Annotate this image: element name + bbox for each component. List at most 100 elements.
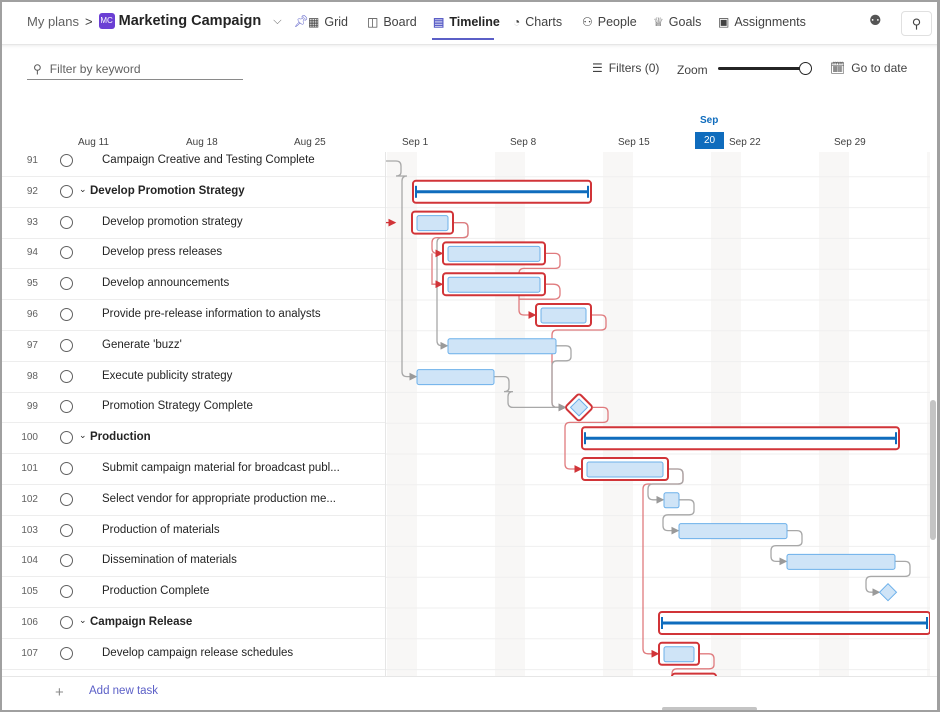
task-bar[interactable]: [447, 276, 541, 293]
tab-charts[interactable]: ◔ Charts: [513, 15, 562, 29]
plan-title[interactable]: Marketing Campaign: [118, 13, 262, 29]
task-row[interactable]: 103 Production of materials: [0, 516, 385, 547]
add-new-task-button[interactable]: Add new task: [89, 685, 159, 697]
chevron-down-icon[interactable]: ⌵: [273, 14, 282, 27]
task-bar[interactable]: [540, 307, 587, 324]
task-name[interactable]: Develop press releases: [102, 246, 223, 259]
dependency-link: [386, 160, 418, 381]
complete-checkbox[interactable]: [60, 646, 73, 660]
task-row[interactable]: 101 Submit campaign material for broadca…: [0, 454, 385, 485]
dependency-link: [519, 283, 561, 300]
task-number: 106: [21, 617, 38, 628]
task-row[interactable]: 94 Develop press releases: [0, 238, 385, 270]
complete-checkbox[interactable]: [60, 154, 73, 167]
task-bar[interactable]: [663, 646, 695, 663]
complete-checkbox[interactable]: [60, 462, 73, 475]
task-bar[interactable]: [586, 461, 664, 478]
tab-goals[interactable]: ♕ Goals: [653, 15, 701, 29]
task-name[interactable]: Campaign Creative and Testing Complete: [102, 154, 315, 166]
task-row[interactable]: 104 Dissemination of materials: [0, 546, 385, 578]
task-bar[interactable]: [416, 369, 495, 386]
task-name[interactable]: Provide pre-release information to analy…: [102, 308, 321, 320]
task-row[interactable]: 107 Develop campaign release schedules: [0, 639, 385, 670]
dependency-link: [647, 468, 684, 504]
tab-timeline[interactable]: ▤ Timeline: [433, 15, 500, 29]
group-members-icon[interactable]: ⚉: [869, 12, 882, 28]
complete-checkbox[interactable]: [60, 277, 73, 291]
task-row[interactable]: 96 Provide pre-release information to an…: [0, 300, 385, 331]
collapse-chevron-icon[interactable]: ⌄: [79, 183, 87, 194]
board-icon: ◫: [367, 15, 379, 29]
task-name[interactable]: Production Complete: [102, 585, 210, 598]
complete-checkbox[interactable]: [60, 308, 73, 321]
task-row[interactable]: 102 Select vendor for appropriate produc…: [0, 485, 385, 516]
milestone-diamond[interactable]: [569, 398, 589, 417]
task-row[interactable]: 100 ⌄ Production: [0, 423, 385, 455]
task-row[interactable]: 106 ⌄ Campaign Release: [0, 608, 385, 639]
task-name[interactable]: Develop Promotion Strategy: [90, 184, 245, 197]
task-row[interactable]: 95 Develop announcements: [0, 269, 385, 301]
task-bar[interactable]: [416, 215, 449, 232]
tab-people[interactable]: ⚇ People: [582, 15, 637, 29]
complete-checkbox[interactable]: [60, 492, 73, 506]
complete-checkbox[interactable]: [60, 554, 73, 568]
filters-button[interactable]: ☰ Filters (0): [592, 61, 659, 75]
breadcrumb-my-plans[interactable]: My plans: [27, 13, 80, 29]
complete-checkbox[interactable]: [60, 431, 73, 445]
complete-checkbox[interactable]: [60, 616, 73, 629]
task-name[interactable]: Develop promotion strategy: [102, 215, 243, 228]
zoom-label: Zoom: [677, 63, 708, 77]
task-row[interactable]: 93 Develop promotion strategy: [0, 208, 385, 239]
complete-checkbox[interactable]: [60, 523, 73, 537]
zoom-slider[interactable]: [718, 67, 806, 70]
task-name[interactable]: Campaign Release: [90, 616, 193, 628]
complete-checkbox[interactable]: [60, 184, 73, 198]
collapse-chevron-icon[interactable]: ⌄: [79, 615, 87, 625]
plus-icon[interactable]: +: [55, 684, 64, 701]
task-number: 102: [21, 493, 38, 505]
task-name[interactable]: Promotion Strategy Complete: [102, 400, 253, 413]
pin-icon[interactable]: 📌︎: [293, 14, 309, 28]
task-name[interactable]: Production of materials: [102, 523, 220, 536]
tab-grid[interactable]: ▦ Grid: [308, 15, 348, 29]
complete-checkbox[interactable]: [60, 338, 73, 352]
task-name[interactable]: Dissemination of materials: [102, 554, 237, 567]
complete-checkbox[interactable]: [60, 585, 73, 599]
task-row[interactable]: 98 Execute publicity strategy: [0, 362, 385, 393]
task-bar[interactable]: [447, 338, 557, 355]
task-name[interactable]: Select vendor for appropriate production…: [102, 492, 336, 505]
horizontal-scrollbar[interactable]: [662, 707, 757, 711]
task-name[interactable]: Develop campaign release schedules: [102, 646, 294, 659]
complete-checkbox[interactable]: [60, 369, 73, 383]
task-row[interactable]: 105 Production Complete: [0, 577, 385, 609]
task-name[interactable]: Execute publicity strategy: [102, 369, 233, 382]
task-bar[interactable]: [678, 523, 788, 540]
tab-assignments[interactable]: ▣ Assignments: [718, 15, 806, 29]
share-plan-button[interactable]: ⚲: [901, 11, 932, 36]
complete-checkbox[interactable]: [60, 246, 73, 260]
filter-keyword-input[interactable]: ⚲ Filter by keyword: [27, 58, 243, 80]
task-bar[interactable]: [663, 492, 680, 509]
tab-board[interactable]: ◫ Board: [367, 15, 417, 29]
vertical-scrollbar[interactable]: [930, 400, 936, 540]
task-name[interactable]: Develop announcements: [102, 277, 230, 290]
zoom-slider-handle[interactable]: [799, 62, 812, 75]
task-row[interactable]: 97 Generate 'buzz': [0, 331, 385, 362]
collapse-chevron-icon[interactable]: ⌄: [79, 430, 87, 441]
task-name[interactable]: Submit campaign material for broadcast p…: [102, 462, 340, 474]
go-to-date-button[interactable]: 🗓︎ Go to date: [830, 61, 907, 75]
task-number: 95: [26, 278, 38, 290]
task-name[interactable]: Production: [90, 431, 151, 444]
task-row[interactable]: 92 ⌄ Develop Promotion Strategy: [0, 177, 385, 208]
milestone-diamond[interactable]: [878, 583, 898, 602]
task-row[interactable]: 91 Campaign Creative and Testing Complet…: [0, 152, 385, 177]
dependency-link: [431, 253, 444, 289]
complete-checkbox[interactable]: [60, 215, 73, 229]
task-bar[interactable]: [447, 245, 541, 262]
task-name[interactable]: Generate 'buzz': [102, 338, 182, 351]
task-bar[interactable]: [786, 553, 896, 570]
task-row[interactable]: 99 Promotion Strategy Complete: [0, 392, 385, 424]
task-list: 91 Campaign Creative and Testing Complet…: [0, 152, 386, 676]
complete-checkbox[interactable]: [60, 400, 73, 414]
week-label: Sep 1: [402, 137, 429, 148]
